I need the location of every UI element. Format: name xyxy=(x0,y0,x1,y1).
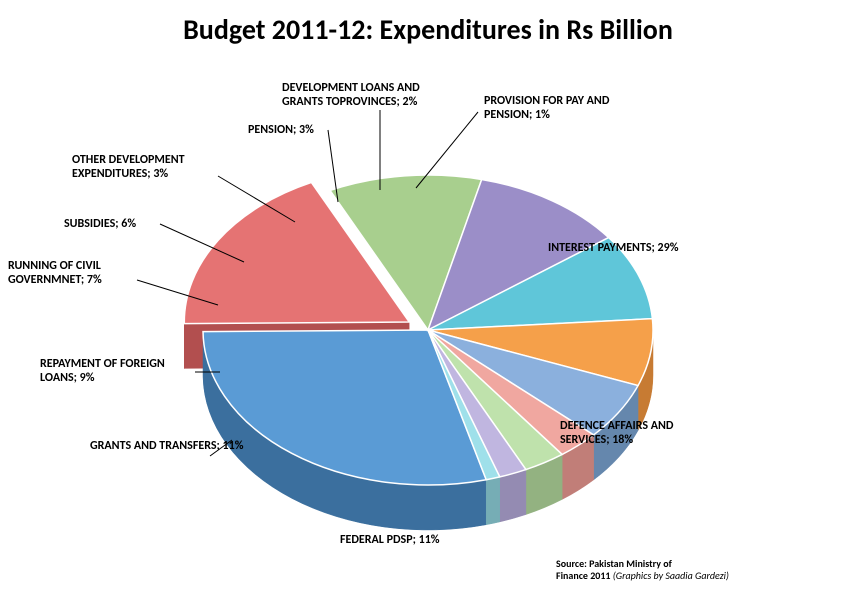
slice-label: INTEREST PAYMENTS; 29% xyxy=(548,242,678,256)
chart-source: Source: Pakistan Ministry of Finance 201… xyxy=(556,558,729,582)
slice-label: REPAYMENT OF FOREIGN LOANS; 9% xyxy=(40,358,165,386)
source-line2: Finance 2011 xyxy=(556,569,610,582)
slice-label: PENSION; 3% xyxy=(248,124,314,138)
slice-label: DEVELOPMENT LOANS AND GRANTS TOPROVINCES… xyxy=(282,82,420,110)
slice-label: OTHER DEVELOPMENT EXPENDITURES; 3% xyxy=(72,154,185,182)
slice-label: RUNNING OF CIVIL GOVERNMNET; 7% xyxy=(8,260,102,288)
slice-label: PROVISION FOR PAY AND PENSION; 1% xyxy=(484,95,609,123)
leader-lines xyxy=(0,0,856,597)
slice-label: SUBSIDIES; 6% xyxy=(64,218,136,232)
pie-chart-container: Budget 2011-12: Expenditures in Rs Billi… xyxy=(0,0,856,597)
source-credit: (Graphics by Saadia Gardezi) xyxy=(613,569,729,582)
slice-label: GRANTS AND TRANSFERS; 11% xyxy=(90,440,243,454)
slice-label: FEDERAL PDSP; 11% xyxy=(340,534,440,548)
slice-label: DEFENCE AFFAIRS AND SERVICES; 18% xyxy=(560,420,673,448)
